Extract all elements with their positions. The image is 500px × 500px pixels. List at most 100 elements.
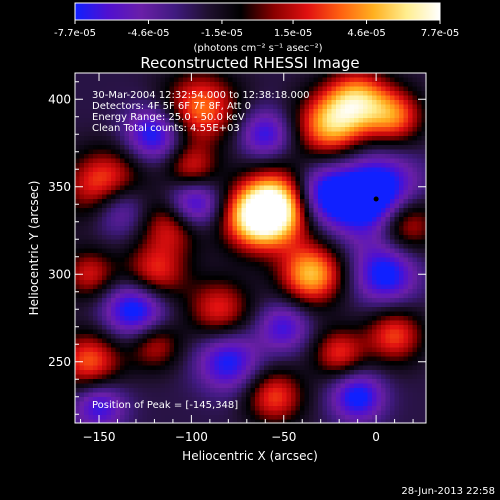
heatmap-cell	[237, 230, 243, 236]
heatmap-cell	[201, 329, 207, 335]
heatmap-cell	[390, 73, 396, 79]
heatmap-cell	[367, 284, 373, 290]
heatmap-cell	[399, 199, 405, 205]
heatmap-cell	[363, 181, 369, 187]
heatmap-cell	[349, 73, 355, 79]
heatmap-cell	[142, 154, 148, 160]
heatmap-cell	[111, 208, 117, 214]
heatmap-cell	[151, 320, 157, 326]
heatmap-cell	[129, 230, 135, 236]
heatmap-cell	[300, 311, 306, 317]
heatmap-cell	[201, 320, 207, 326]
heatmap-cell	[241, 298, 247, 304]
heatmap-cell	[187, 343, 193, 349]
heatmap-cell	[349, 356, 355, 362]
heatmap-cell	[178, 230, 184, 236]
heatmap-cell	[138, 325, 144, 331]
heatmap-cell	[84, 356, 90, 362]
heatmap-cell	[394, 185, 400, 191]
heatmap-cell	[133, 158, 139, 164]
heatmap-cell	[147, 334, 153, 340]
heatmap-cell	[228, 109, 234, 115]
heatmap-cell	[246, 217, 252, 223]
heatmap-cell	[187, 136, 193, 142]
heatmap-cell	[210, 253, 216, 259]
heatmap-cell	[111, 325, 117, 331]
heatmap-cell	[79, 334, 85, 340]
heatmap-cell	[255, 338, 261, 344]
heatmap-cell	[349, 113, 355, 119]
heatmap-cell	[349, 203, 355, 209]
heatmap-cell	[417, 73, 423, 79]
heatmap-cell	[183, 325, 189, 331]
heatmap-cell	[124, 262, 130, 268]
heatmap-cell	[147, 176, 153, 182]
heatmap-cell	[322, 257, 328, 263]
heatmap-cell	[102, 118, 108, 124]
heatmap-cell	[399, 91, 405, 97]
heatmap-cell	[367, 140, 373, 146]
heatmap-cell	[147, 172, 153, 178]
heatmap-cell	[75, 298, 81, 304]
heatmap-cell	[174, 244, 180, 250]
heatmap-cell	[268, 167, 274, 173]
heatmap-cell	[300, 293, 306, 299]
heatmap-cell	[255, 320, 261, 326]
heatmap-cell	[295, 217, 301, 223]
heatmap-cell	[385, 316, 391, 322]
heatmap-cell	[219, 320, 225, 326]
heatmap-cell	[354, 176, 360, 182]
heatmap-cell	[300, 181, 306, 187]
heatmap-cell	[232, 91, 238, 97]
heatmap-cell	[210, 289, 216, 295]
heatmap-cell	[313, 338, 319, 344]
heatmap-cell	[165, 316, 171, 322]
heatmap-cell	[295, 163, 301, 169]
heatmap-cell	[300, 167, 306, 173]
heatmap-cell	[376, 131, 382, 137]
heatmap-cell	[97, 257, 103, 263]
heatmap-cell	[259, 347, 265, 353]
heatmap-cell	[318, 280, 324, 286]
heatmap-cell	[214, 338, 220, 344]
heatmap-cell	[201, 262, 207, 268]
heatmap-cell	[138, 163, 144, 169]
heatmap-cell	[421, 266, 426, 272]
heatmap-cell	[138, 307, 144, 313]
heatmap-cell	[412, 86, 418, 92]
heatmap-cell	[124, 82, 130, 88]
heatmap-cell	[309, 302, 315, 308]
heatmap-cell	[282, 181, 288, 187]
heatmap-cell	[147, 199, 153, 205]
heatmap-cell	[363, 235, 369, 241]
heatmap-cell	[232, 181, 238, 187]
heatmap-cell	[219, 208, 225, 214]
heatmap-cell	[313, 91, 319, 97]
heatmap-cell	[102, 334, 108, 340]
heatmap-cell	[264, 284, 270, 290]
heatmap-cell	[250, 91, 256, 97]
heatmap-cell	[246, 208, 252, 214]
heatmap-cell	[214, 343, 220, 349]
heatmap-cell	[286, 347, 292, 353]
heatmap-cell	[228, 181, 234, 187]
heatmap-cell	[259, 82, 265, 88]
heatmap-cell	[214, 185, 220, 191]
heatmap-cell	[210, 257, 216, 263]
heatmap-cell	[264, 109, 270, 115]
heatmap-cell	[354, 302, 360, 308]
heatmap-cell	[282, 167, 288, 173]
heatmap-cell	[205, 244, 211, 250]
heatmap-cell	[111, 266, 117, 272]
heatmap-cell	[277, 284, 283, 290]
heatmap-cell	[300, 347, 306, 353]
heatmap-cell	[133, 95, 139, 101]
heatmap-cell	[88, 230, 94, 236]
heatmap-cell	[178, 167, 184, 173]
heatmap-cell	[385, 248, 391, 254]
heatmap-cell	[381, 199, 387, 205]
heatmap-cell	[210, 248, 216, 254]
heatmap-cell	[331, 77, 337, 83]
heatmap-cell	[178, 181, 184, 187]
heatmap-cell	[178, 100, 184, 106]
